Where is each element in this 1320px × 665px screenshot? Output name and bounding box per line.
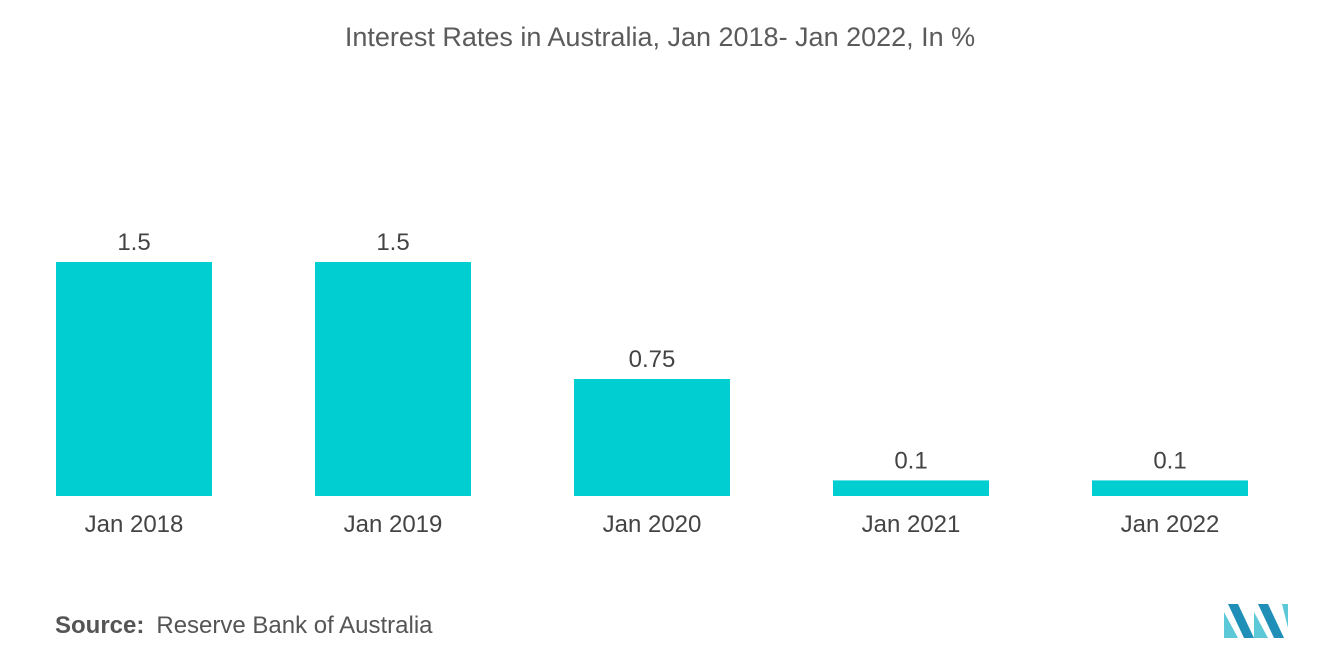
x-tick-label: Jan 2021 — [862, 511, 961, 538]
bar-jan-2022 — [1092, 480, 1248, 496]
x-tick-label: Jan 2018 — [85, 511, 184, 538]
source-label: Source: — [55, 612, 145, 639]
source-note: Source: Reserve Bank of Australia — [55, 612, 433, 640]
chart-title: Interest Rates in Australia, Jan 2018- J… — [344, 22, 976, 52]
x-tick-label: Jan 2022 — [1121, 511, 1220, 538]
value-label: 0.1 — [894, 447, 927, 474]
value-label: 1.5 — [376, 229, 409, 256]
bar-jan-2018 — [56, 262, 212, 496]
mordor-logo-icon — [1224, 604, 1288, 638]
bar-jan-2019 — [315, 262, 471, 496]
x-tick-label: Jan 2019 — [344, 511, 443, 538]
x-tick-labels-group: Jan 2018 Jan 2019 Jan 2020 Jan 2021 Jan 2022 — [85, 511, 1220, 538]
bar-jan-2021 — [833, 480, 989, 496]
value-label: 0.1 — [1153, 447, 1186, 474]
bar-chart: 1.5 1.5 0.75 0.1 0.1 Jan 2018 Jan 2019 Jan 202… — [56, 229, 1248, 538]
bars-group — [56, 262, 1248, 496]
value-labels-group: 1.5 1.5 0.75 0.1 0.1 — [117, 229, 1186, 474]
bar-jan-2020 — [574, 379, 730, 496]
value-label: 1.5 — [117, 229, 150, 256]
value-label: 0.75 — [629, 346, 676, 373]
x-tick-label: Jan 2020 — [603, 511, 702, 538]
source-text: Reserve Bank of Australia — [156, 612, 433, 639]
